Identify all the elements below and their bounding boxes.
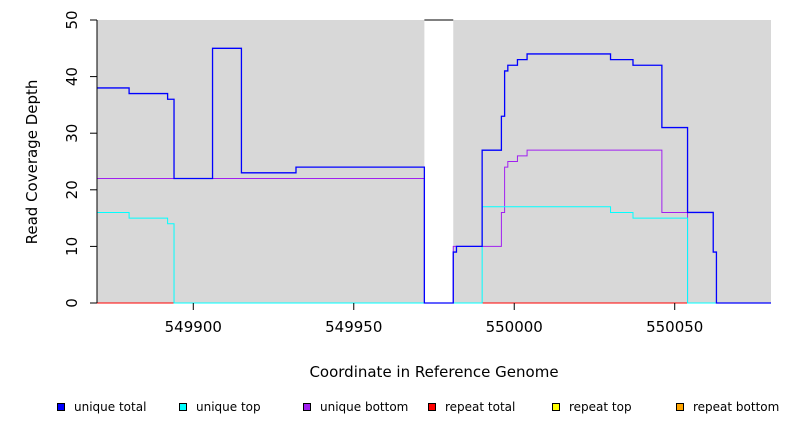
series-line-unique-top [97,206,771,304]
x-axis-title: Coordinate in Reference Genome [309,363,558,381]
x-tick-label: 549900 [165,318,222,336]
legend-swatch [57,403,65,411]
legend-swatch [303,403,311,411]
legend-item-unique-top: unique top [179,400,261,414]
legend-swatch [676,403,684,411]
legend-label: repeat bottom [693,400,780,414]
y-tick-label: 50 [63,10,81,29]
legend-item-repeat-total: repeat total [428,400,515,414]
legend-swatch [179,403,187,411]
plot-bg-right [453,20,771,303]
legend-label: repeat total [445,400,516,414]
legend-item-repeat-bottom: repeat bottom [676,400,779,414]
legend-swatch [428,403,436,411]
x-tick-label: 549950 [325,318,382,336]
y-tick-label: 30 [63,124,81,143]
legend: unique total unique top unique bottom repea… [0,400,792,420]
y-tick-label: 20 [63,180,81,199]
legend-label: repeat top [569,400,632,414]
y-tick-label: 10 [63,237,81,256]
plot-bg-left [97,20,425,303]
series-layer [97,47,771,304]
legend-item-unique-total: unique total [57,400,146,414]
legend-swatch [552,403,560,411]
coverage-chart: 0 10 20 30 40 50 549900 549950 550000 550050 Coor… [23,10,771,381]
legend-item-unique-bottom: unique bottom [303,400,408,414]
legend-label: unique top [196,400,261,414]
legend-label: unique bottom [320,400,409,414]
y-axis-title: Read Coverage Depth [23,80,41,245]
legend-label: unique total [74,400,147,414]
x-tick-label: 550050 [646,318,703,336]
y-tick-label: 40 [63,67,81,86]
legend-item-repeat-top: repeat top [552,400,632,414]
series-line-unique-total [97,47,771,304]
y-tick-label: 0 [63,298,81,308]
plot-background [97,19,771,303]
axes-layer: 0 10 20 30 40 50 549900 549950 550000 550050 [63,10,703,336]
x-tick-label: 550000 [486,318,543,336]
